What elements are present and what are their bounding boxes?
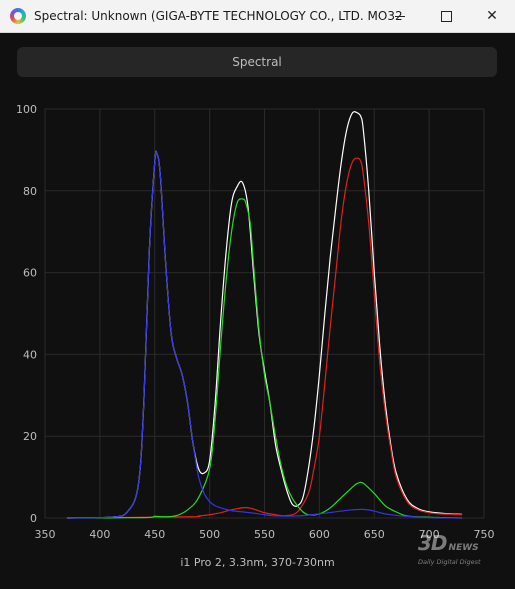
close-button[interactable]: ✕ [469, 0, 515, 32]
y-axis-ticks: 0 20 40 60 80 100 [16, 103, 37, 525]
series-line-red [66, 157, 463, 519]
watermark-logo: 3D NEWS Daily Digital Digest [418, 533, 498, 567]
tab-label: Spectral [232, 55, 282, 69]
watermark-main: 3D [418, 531, 448, 555]
maximize-button[interactable] [423, 0, 469, 32]
x-tick-label-4: 550 [254, 528, 275, 541]
y-tick-label-1: 20 [23, 430, 37, 443]
y-tick-label-4: 80 [23, 185, 37, 198]
maximize-icon [440, 10, 452, 22]
y-tick-label-3: 60 [23, 267, 37, 280]
x-tick-label-2: 450 [144, 528, 165, 541]
x-tick-label-8: 750 [474, 528, 495, 541]
x-tick-label-3: 500 [199, 528, 220, 541]
app-logo-icon [10, 8, 26, 24]
x-tick-label-5: 600 [309, 528, 330, 541]
x-tick-label-7: 700 [419, 528, 440, 541]
series-lines [66, 111, 463, 519]
series-line-green [66, 198, 463, 519]
x-tick-label-6: 650 [364, 528, 385, 541]
watermark-news: NEWS [448, 543, 479, 553]
y-tick-label-2: 40 [23, 348, 37, 361]
window-title: Spectral: Unknown (GIGA-BYTE TECHNOLOGY … [34, 9, 402, 23]
x-axis-ticks: 350 400 450 500 550 600 650 700 750 [35, 528, 495, 541]
series-line-blue [66, 150, 463, 519]
minimize-button[interactable] [377, 0, 423, 32]
x-tick-label-1: 400 [89, 528, 110, 541]
y-tick-label-5: 100 [16, 103, 37, 116]
spectral-chart: 0 20 40 60 80 100 350 400 450 500 550 600 650 700 750 [16, 103, 495, 541]
close-icon: ✕ [486, 8, 498, 24]
y-tick-label-0: 0 [30, 512, 37, 525]
tab-spectral[interactable]: Spectral [17, 47, 497, 77]
minimize-icon [395, 15, 405, 17]
x-axis-label: i1 Pro 2, 3.3nm, 370-730nm [180, 556, 335, 569]
chart-grid [44, 108, 485, 519]
x-tick-label-0: 350 [35, 528, 56, 541]
title-bar: Spectral: Unknown (GIGA-BYTE TECHNOLOGY … [0, 0, 515, 33]
watermark-sub: Daily Digital Digest [418, 558, 481, 566]
